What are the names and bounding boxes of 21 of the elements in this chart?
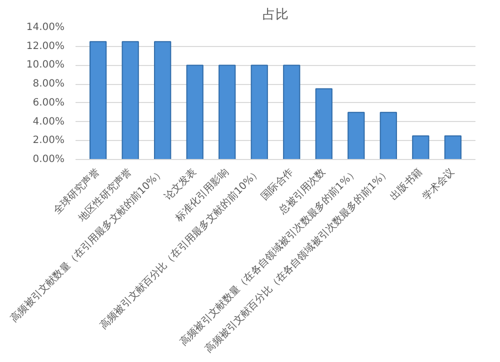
bar [186, 64, 204, 160]
bar [315, 88, 332, 160]
bar [218, 64, 236, 160]
bar [444, 135, 462, 160]
bar [90, 41, 107, 160]
bar [122, 41, 139, 160]
bar [250, 64, 268, 160]
chart-title: 占比 [262, 8, 288, 22]
y-tick-label: 2.00% [32, 135, 65, 146]
bar [283, 64, 300, 160]
y-tick-label: 12.00% [26, 40, 65, 52]
y-tick-label: 6.00% [32, 97, 65, 108]
y-tick-label: 10.00% [26, 60, 65, 71]
bar [348, 112, 365, 160]
bar [412, 135, 430, 160]
bar [154, 41, 172, 160]
y-tick-label: 8.00% [32, 78, 65, 90]
bar [380, 112, 397, 160]
y-tick-label: 14.00% [26, 22, 65, 33]
y-tick-label: 4.00% [32, 116, 65, 128]
y-tick-label: 0.00% [32, 154, 65, 165]
